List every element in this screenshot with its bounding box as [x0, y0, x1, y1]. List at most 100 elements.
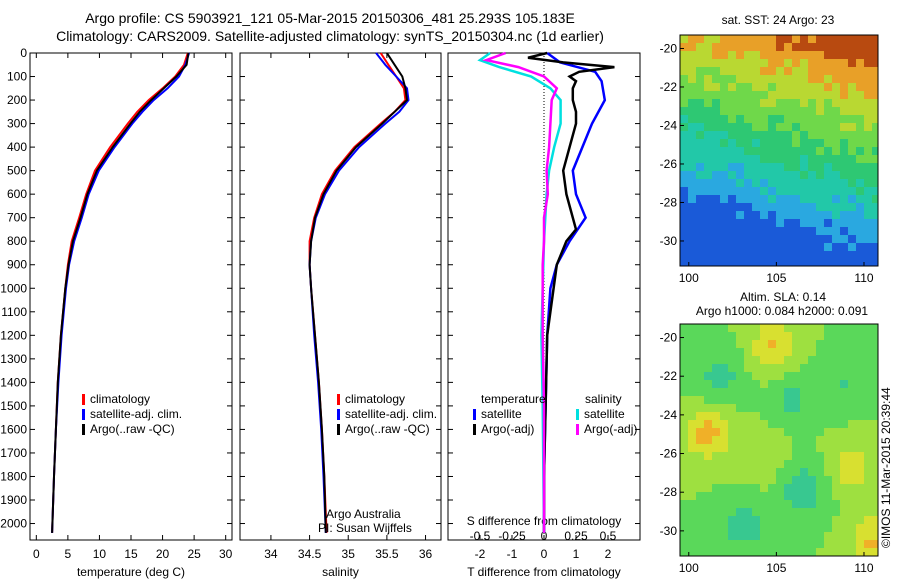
sst-map-cell	[688, 67, 696, 75]
sla-map-cell	[840, 476, 848, 484]
sst-map-cell	[712, 211, 720, 219]
sla-map-cell	[800, 364, 808, 372]
sla-map-cell	[736, 468, 744, 476]
sla-map-cell	[696, 540, 704, 548]
sla-map-cell	[712, 492, 720, 500]
sst-map-cell	[680, 163, 688, 171]
sla-map-cell	[736, 492, 744, 500]
sst-map-cell	[712, 35, 720, 43]
sla-map-cell	[840, 540, 848, 548]
sst-map-cell	[712, 243, 720, 251]
sst-lat-tick-label: -20	[660, 41, 678, 55]
sst-map-cell	[832, 259, 840, 266]
sla-map-cell	[864, 340, 872, 348]
sla-map-cell	[824, 524, 832, 532]
sla-map-cell	[784, 420, 792, 428]
sst-map-cell	[784, 139, 792, 147]
sla-map-cell	[720, 468, 728, 476]
sst-map-cell	[872, 99, 878, 107]
sst-map-cell	[784, 51, 792, 59]
sla-map-cell	[808, 548, 816, 556]
sst-map-cell	[720, 203, 728, 211]
sla-map-cell	[792, 452, 800, 460]
sst-lat-tick-label: -24	[660, 118, 678, 132]
sst-map-cell	[752, 99, 760, 107]
sst-map-cell	[704, 131, 712, 139]
sla-map-cell	[808, 348, 816, 356]
sst-map-cell	[704, 211, 712, 219]
sla-map-cell	[760, 444, 768, 452]
sla-map-cell	[752, 516, 760, 524]
sst-map-cell	[712, 83, 720, 91]
sst-map-cell	[816, 59, 824, 67]
sla-map-cell	[768, 516, 776, 524]
sst-map-cell	[720, 107, 728, 115]
sla-map-cell	[856, 516, 864, 524]
sla-map-cell	[864, 428, 872, 436]
sst-map-cell	[712, 235, 720, 243]
sst-map-cell	[768, 235, 776, 243]
sst-map-cell	[816, 147, 824, 155]
sst-map-cell	[752, 107, 760, 115]
sla-map-cell	[744, 500, 752, 508]
sst-map-cell	[808, 83, 816, 91]
sla-map-cell	[680, 468, 688, 476]
sst-map-cell	[760, 227, 768, 235]
sla-map-cell	[824, 420, 832, 428]
sst-map-cell	[736, 139, 744, 147]
sla-map-cell	[696, 404, 704, 412]
sst-map-cell	[680, 195, 688, 203]
sst-map-cell	[800, 163, 808, 171]
sst-map-cell	[688, 227, 696, 235]
sst-map-cell	[768, 251, 776, 259]
sst-map-cell	[728, 75, 736, 83]
sla-map-cell	[680, 404, 688, 412]
sst-map-cell	[760, 243, 768, 251]
sla-map-cell	[720, 436, 728, 444]
sst-map-cell	[736, 91, 744, 99]
sla-map-cell	[824, 356, 832, 364]
sst-map-cell	[840, 235, 848, 243]
depth-tick-label: 1200	[0, 328, 27, 342]
sla-map-cell	[680, 324, 688, 332]
sst-map-cell	[840, 59, 848, 67]
sst-map-cell	[760, 219, 768, 227]
sst-map-cell	[832, 91, 840, 99]
sst-map-cell	[760, 35, 768, 43]
sst-map-cell	[848, 91, 856, 99]
sla-map-cell	[808, 420, 816, 428]
sla-map-cell	[808, 532, 816, 540]
sst-map-cell	[744, 123, 752, 131]
sla-map-cell	[736, 460, 744, 468]
sst-map-cell	[800, 67, 808, 75]
sst-map-cell	[848, 163, 856, 171]
sst-map-cell	[776, 91, 784, 99]
sst-map-cell	[720, 235, 728, 243]
sst-map-cell	[808, 179, 816, 187]
sla-map-cell	[728, 476, 736, 484]
sst-map-cell	[760, 107, 768, 115]
sst-map-cell	[808, 155, 816, 163]
sst-map-cell	[736, 115, 744, 123]
sla-map-cell	[792, 332, 800, 340]
sla-map-cell	[728, 356, 736, 364]
sla-map-cell	[792, 500, 800, 508]
sst-map-cell	[760, 115, 768, 123]
sst-map-cell	[816, 203, 824, 211]
sst-map-cell	[800, 131, 808, 139]
sla-map-cell	[872, 324, 878, 332]
sst-map-cell	[696, 75, 704, 83]
sla-map-cell	[704, 404, 712, 412]
sst-map-cell	[864, 83, 872, 91]
sla-map-cell	[768, 356, 776, 364]
sst-map-cell	[680, 75, 688, 83]
sst-map-cell	[680, 227, 688, 235]
sla-map-cell	[792, 524, 800, 532]
sla-map-cell	[800, 468, 808, 476]
sst-map-cell	[848, 123, 856, 131]
sla-map-cell	[688, 484, 696, 492]
sst-map-cell	[720, 131, 728, 139]
sst-map-cell	[704, 107, 712, 115]
sla-map-cell	[768, 372, 776, 380]
sst-map-cell	[768, 59, 776, 67]
